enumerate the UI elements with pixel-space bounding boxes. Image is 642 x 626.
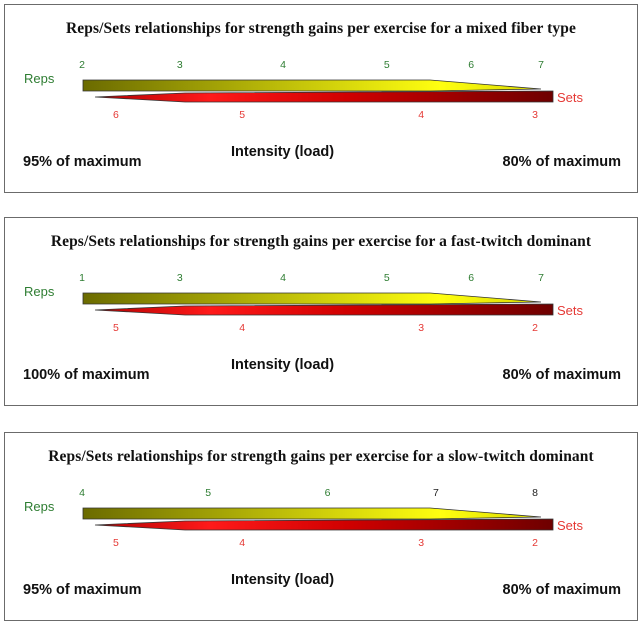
reps-tick-label: 7 — [538, 272, 544, 284]
max-intensity-label: 95% of maximum — [23, 154, 142, 170]
sets-tick-label: 2 — [532, 322, 538, 334]
panel-title: Reps/Sets relationships for strength gai… — [48, 448, 594, 465]
sets-tick-label: 5 — [113, 322, 119, 334]
min-intensity-label: 80% of maximum — [502, 154, 621, 170]
reps-tick-label: 5 — [205, 487, 212, 499]
reps-tick-label: 6 — [468, 59, 475, 71]
intensity-axis-label: Intensity (load) — [231, 144, 335, 160]
reps-tick-label: 4 — [280, 59, 286, 71]
reps-tick-label: 2 — [79, 59, 85, 71]
max-intensity-label: 95% of maximum — [23, 582, 142, 598]
sets-tick-label: 5 — [113, 537, 119, 549]
sets-tick-label: 4 — [239, 537, 246, 549]
intensity-axis-label: Intensity (load) — [231, 572, 335, 588]
sets-tick-label: 5 — [239, 109, 246, 121]
wedge-diagram — [82, 507, 554, 531]
sets-tick-label: 3 — [418, 322, 425, 334]
reps-tick-label: 8 — [532, 487, 538, 499]
sets-wedge — [94, 518, 554, 531]
panel-slow-twitch: Reps/Sets relationships for strength gai… — [4, 432, 638, 621]
sets-tick-label: 2 — [532, 537, 538, 549]
sets-wedge — [94, 90, 554, 103]
sets-tick-label: 4 — [418, 109, 425, 121]
reps-label: Reps — [24, 284, 55, 299]
reps-label: Reps — [24, 499, 55, 514]
sets-tick-label: 3 — [418, 537, 425, 549]
reps-tick-label: 7 — [538, 59, 544, 71]
max-intensity-label: 100% of maximum — [23, 367, 150, 383]
panel-title: Reps/Sets relationships for strength gai… — [66, 20, 576, 37]
sets-tick-label: 4 — [239, 322, 246, 334]
reps-wedge — [82, 292, 542, 305]
reps-tick-label: 4 — [79, 487, 85, 499]
reps-tick-label: 5 — [383, 272, 390, 284]
wedge-diagram — [82, 292, 554, 316]
reps-tick-label: 6 — [324, 487, 331, 499]
reps-tick-label: 3 — [176, 272, 183, 284]
reps-label: Reps — [24, 71, 55, 86]
sets-label: Sets — [557, 303, 584, 318]
reps-wedge — [82, 79, 542, 92]
panel-fast-twitch: Reps/Sets relationships for strength gai… — [4, 217, 638, 406]
sets-tick-label: 3 — [532, 109, 538, 121]
reps-tick-label: 3 — [176, 59, 183, 71]
panel-title: Reps/Sets relationships for strength gai… — [50, 233, 592, 250]
reps-tick-label: 6 — [468, 272, 475, 284]
reps-tick-label: 1 — [79, 272, 85, 284]
reps-tick-label: 4 — [280, 272, 286, 284]
intensity-axis-label: Intensity (load) — [231, 357, 335, 373]
min-intensity-label: 80% of maximum — [502, 367, 621, 383]
wedge-diagram — [82, 79, 554, 103]
panel-mixed-fiber: Reps/Sets relationships for strength gai… — [4, 4, 638, 193]
sets-label: Sets — [557, 90, 584, 105]
min-intensity-label: 80% of maximum — [502, 582, 621, 598]
sets-label: Sets — [557, 518, 584, 533]
sets-wedge — [94, 303, 554, 316]
reps-tick-label: 5 — [383, 59, 390, 71]
sets-tick-label: 6 — [113, 109, 119, 121]
reps-wedge — [82, 507, 542, 520]
reps-tick-label: 7 — [432, 487, 439, 499]
